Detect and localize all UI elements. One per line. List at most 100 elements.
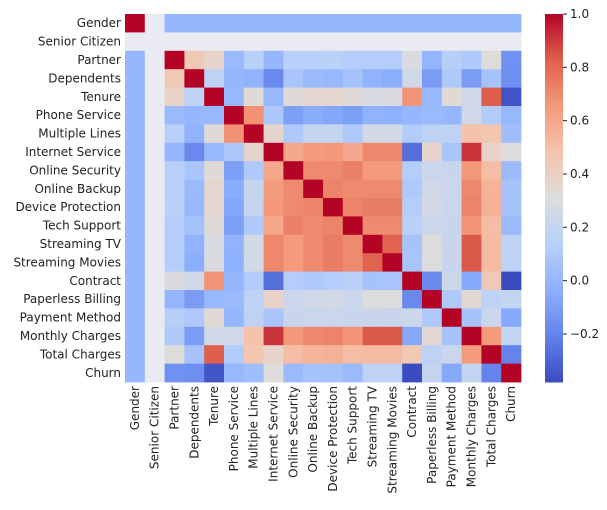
heatmap-cell <box>204 271 225 291</box>
heatmap-cell <box>204 308 225 328</box>
heatmap-cell <box>481 345 502 364</box>
heatmap-cell <box>441 271 462 291</box>
heatmap-cell <box>164 271 185 291</box>
heatmap-cell <box>243 69 264 88</box>
colorbar-segment <box>545 127 563 132</box>
heatmap-cell <box>263 198 284 217</box>
colorbar-segment <box>545 268 563 273</box>
heatmap-cell <box>144 124 165 144</box>
colorbar-segment <box>545 213 563 217</box>
heatmap-cell <box>362 363 383 383</box>
colorbar-segment <box>545 106 563 110</box>
heatmap-cell <box>382 124 403 144</box>
heatmap-cell <box>342 32 363 52</box>
colorbar-segment <box>545 339 563 343</box>
heatmap-cell <box>243 198 264 217</box>
y-tick-label: Internet Service <box>25 145 121 159</box>
heatmap-cell <box>461 179 482 199</box>
y-tick-label: Device Protection <box>15 200 121 214</box>
heatmap-cell <box>184 14 205 33</box>
colorbar-segment <box>545 247 563 251</box>
heatmap-cell <box>263 69 284 88</box>
heatmap-cell <box>283 142 304 162</box>
heatmap-cell <box>144 161 165 180</box>
heatmap-cell <box>382 326 403 346</box>
heatmap-cell <box>303 124 324 144</box>
heatmap-cell <box>283 14 304 33</box>
heatmap-cell <box>342 179 363 199</box>
heatmap-cell <box>323 363 344 383</box>
x-tick-label: Total Charges <box>484 386 498 468</box>
heatmap-cell <box>224 179 245 199</box>
colorbar-segment <box>545 345 563 349</box>
heatmap-cell <box>303 345 324 364</box>
heatmap-cell <box>283 198 304 217</box>
heatmap-cell <box>382 161 403 180</box>
colorbar-segment <box>545 29 563 33</box>
colorbar-segment <box>545 354 563 358</box>
heatmap-cell <box>402 179 423 199</box>
heatmap-cell <box>144 198 165 217</box>
heatmap-cell <box>303 14 324 33</box>
heatmap-cell <box>441 69 462 88</box>
x-tick-label: Monthly Charges <box>465 386 479 487</box>
heatmap-cell <box>501 326 522 346</box>
y-tick-label: Partner <box>77 53 121 67</box>
heatmap-cell <box>224 253 245 272</box>
heatmap-cell <box>303 69 324 88</box>
heatmap-cell <box>144 142 165 162</box>
heatmap-cell <box>323 326 344 346</box>
y-tick-label: Streaming Movies <box>13 255 121 269</box>
heatmap-cell <box>224 234 245 254</box>
heatmap-cell <box>184 271 205 291</box>
heatmap-cell <box>204 290 225 309</box>
colorbar-segment <box>545 124 563 128</box>
heatmap-cell <box>303 32 324 52</box>
heatmap-cell <box>422 326 443 346</box>
heatmap-cell <box>125 106 146 125</box>
heatmap-cell <box>501 124 522 144</box>
heatmap-cell <box>402 253 423 272</box>
heatmap-cell <box>144 363 165 383</box>
colorbar-segment <box>545 26 563 30</box>
heatmap-cell <box>461 198 482 217</box>
heatmap-cell <box>283 32 304 52</box>
heatmap-cell <box>303 326 324 346</box>
heatmap-cell <box>164 216 185 236</box>
colorbar-segment <box>545 198 563 202</box>
heatmap-cell <box>204 142 225 162</box>
colorbar-segment <box>545 96 563 101</box>
heatmap-cell <box>303 234 324 254</box>
heatmap-cell <box>323 198 344 217</box>
heatmap-cell <box>422 106 443 125</box>
colorbar-segment <box>545 179 563 184</box>
colorbar-segment <box>545 158 563 162</box>
heatmap-cell <box>144 271 165 291</box>
heatmap-cell <box>243 179 264 199</box>
heatmap-cell <box>303 87 324 107</box>
heatmap-cell <box>461 124 482 144</box>
x-tick-label: Streaming TV <box>366 385 380 467</box>
heatmap-cell <box>402 32 423 52</box>
heatmap-cell <box>481 198 502 217</box>
heatmap-cell <box>184 290 205 309</box>
heatmap-cell <box>164 363 185 383</box>
heatmap-cell <box>204 87 225 107</box>
colorbar-segment <box>545 50 563 55</box>
heatmap-cell <box>323 161 344 180</box>
y-tick-label: Streaming TV <box>40 237 122 251</box>
colorbar-segment <box>545 296 563 300</box>
heatmap-cell <box>125 216 146 236</box>
heatmap-cell <box>323 32 344 52</box>
heatmap-cell <box>283 234 304 254</box>
x-tick-label: Multiple Lines <box>247 386 261 469</box>
colorbar-segment <box>545 271 563 276</box>
heatmap-cell <box>461 326 482 346</box>
x-tick-label: Online Security <box>286 386 300 478</box>
heatmap-cell <box>501 87 522 107</box>
heatmap-cell <box>441 124 462 144</box>
colorbar-segment <box>545 66 563 70</box>
heatmap-cell <box>125 345 146 364</box>
heatmap-cell <box>125 253 146 272</box>
colorbar-segment <box>545 256 563 260</box>
